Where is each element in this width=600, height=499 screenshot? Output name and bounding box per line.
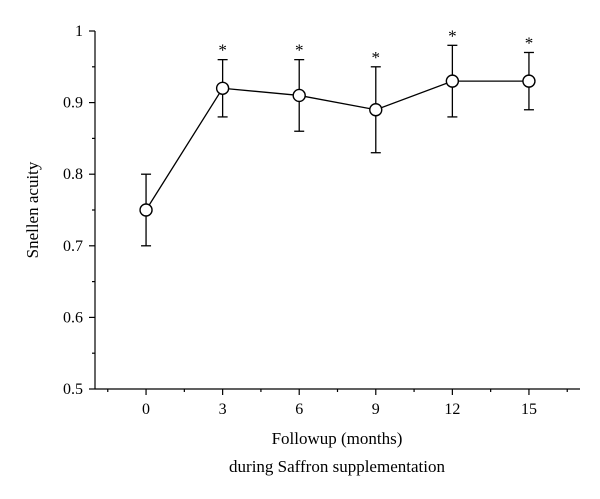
x-tick-label: 15 xyxy=(521,401,537,418)
axes xyxy=(94,31,580,390)
significance-marker: * xyxy=(525,33,534,52)
data-point xyxy=(369,103,383,117)
y-tick-label: 0.7 xyxy=(63,238,83,255)
series-layer: * * * * * xyxy=(139,26,536,247)
y-ticks: 0.5 0.6 0.7 0.8 0.9 1 xyxy=(63,23,95,398)
x-axis-title: Followup (months) xyxy=(272,429,403,448)
y-tick-label: 0.8 xyxy=(63,166,83,183)
data-point xyxy=(139,203,153,217)
series-line xyxy=(145,80,529,211)
y-axis-title: Snellen acuity xyxy=(23,161,42,258)
y-tick-label: 0.6 xyxy=(63,309,83,326)
significance-marker: * xyxy=(218,41,227,60)
x-axis-subtitle: during Saffron supplementation xyxy=(229,457,445,476)
y-tick-label: 1 xyxy=(75,23,83,40)
x-tick-label: 3 xyxy=(219,401,227,418)
x-tick-label: 6 xyxy=(295,401,303,418)
data-point xyxy=(522,74,536,88)
data-point xyxy=(445,74,460,88)
y-tick-label: 0.9 xyxy=(63,95,83,112)
y-tick-label: 0.5 xyxy=(63,381,83,398)
significance-marker: * xyxy=(448,26,457,45)
significance-marker: * xyxy=(372,48,381,67)
x-tick-label: 9 xyxy=(372,401,380,418)
x-ticks: 0 3 6 9 12 15 xyxy=(107,389,568,418)
significance-marker: * xyxy=(295,41,304,60)
data-point xyxy=(215,81,230,95)
x-tick-label: 12 xyxy=(444,401,460,418)
x-tick-label: 0 xyxy=(142,401,150,418)
data-point xyxy=(292,88,306,103)
